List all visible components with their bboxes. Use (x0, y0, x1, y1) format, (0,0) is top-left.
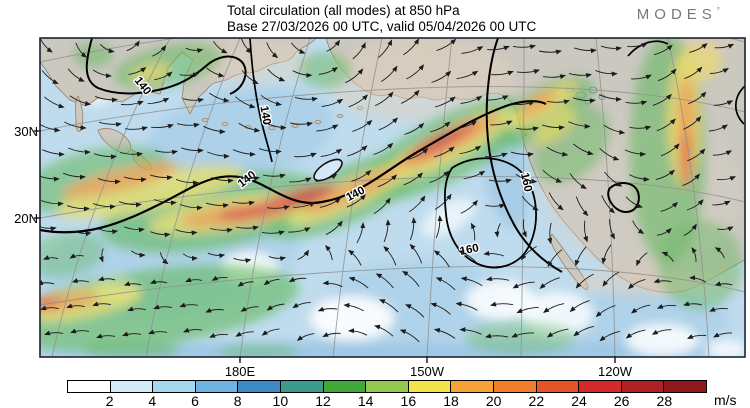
land-sakhalin (75, 95, 84, 132)
contour-label: 140 (257, 105, 272, 126)
land-baja (550, 233, 589, 291)
modes-logo-text: MODES (636, 6, 717, 23)
colorbar-segment (620, 381, 664, 392)
colorbar-segment (450, 381, 493, 392)
colorbar-tick: 14 (357, 393, 374, 408)
colorbar-tick: 6 (191, 393, 199, 408)
chart-title: Total circulation (all modes) at 850 hPa (227, 3, 460, 18)
wind-vectors (40, 38, 737, 343)
contour-label: 160 (518, 172, 534, 193)
colorbar-tick: 22 (528, 393, 545, 408)
colorbar-segment (109, 381, 153, 392)
colorbar-tick: 18 (443, 393, 459, 408)
colorbar-tick: 28 (656, 393, 673, 408)
colorbar-segment (492, 381, 536, 392)
colorbar-tick: 26 (613, 393, 630, 408)
colorbar-segment (194, 381, 238, 392)
colorbar-tick: 12 (315, 393, 331, 408)
colorbar (67, 380, 707, 393)
chart-title-block: Total circulation (all modes) at 850 hPa… (227, 3, 536, 35)
colorbar-segment (578, 381, 621, 392)
modes-logo: MODES° (637, 6, 720, 23)
chart-subtitle: Base 27/03/2026 00 UTC, valid 05/04/2026… (227, 19, 537, 34)
colorbar-segment (322, 381, 366, 392)
colorbar-segment (68, 381, 110, 392)
map-border (39, 37, 746, 358)
modes-logo-mark: ° (716, 6, 720, 15)
colorbar-tick: 8 (233, 393, 242, 408)
colorbar-tick: 24 (571, 393, 587, 408)
lon-tick-label: 150W (410, 364, 444, 379)
colorbar-segment (237, 381, 280, 392)
colorbar-segment (152, 381, 195, 392)
colorbar-segment (407, 381, 451, 392)
lon-tick-label: 180E (224, 364, 256, 379)
lat-tick-label: 20N (14, 211, 38, 226)
colorbar-tick: 10 (272, 393, 289, 408)
colorbar-segment (535, 381, 579, 392)
colorbar-segment (663, 381, 706, 392)
colorbar-tick: 20 (485, 393, 502, 408)
colorbar-tick: 16 (400, 393, 417, 408)
colorbar-segment (365, 381, 408, 392)
colorbar-tick: 2 (105, 393, 114, 408)
colorbar-units: m/s (714, 392, 737, 408)
colorbar-tick: 4 (148, 393, 157, 408)
lat-tick-label: 30N (14, 124, 38, 139)
lon-tick-label: 120W (598, 364, 632, 379)
colorbar-segment (279, 381, 323, 392)
